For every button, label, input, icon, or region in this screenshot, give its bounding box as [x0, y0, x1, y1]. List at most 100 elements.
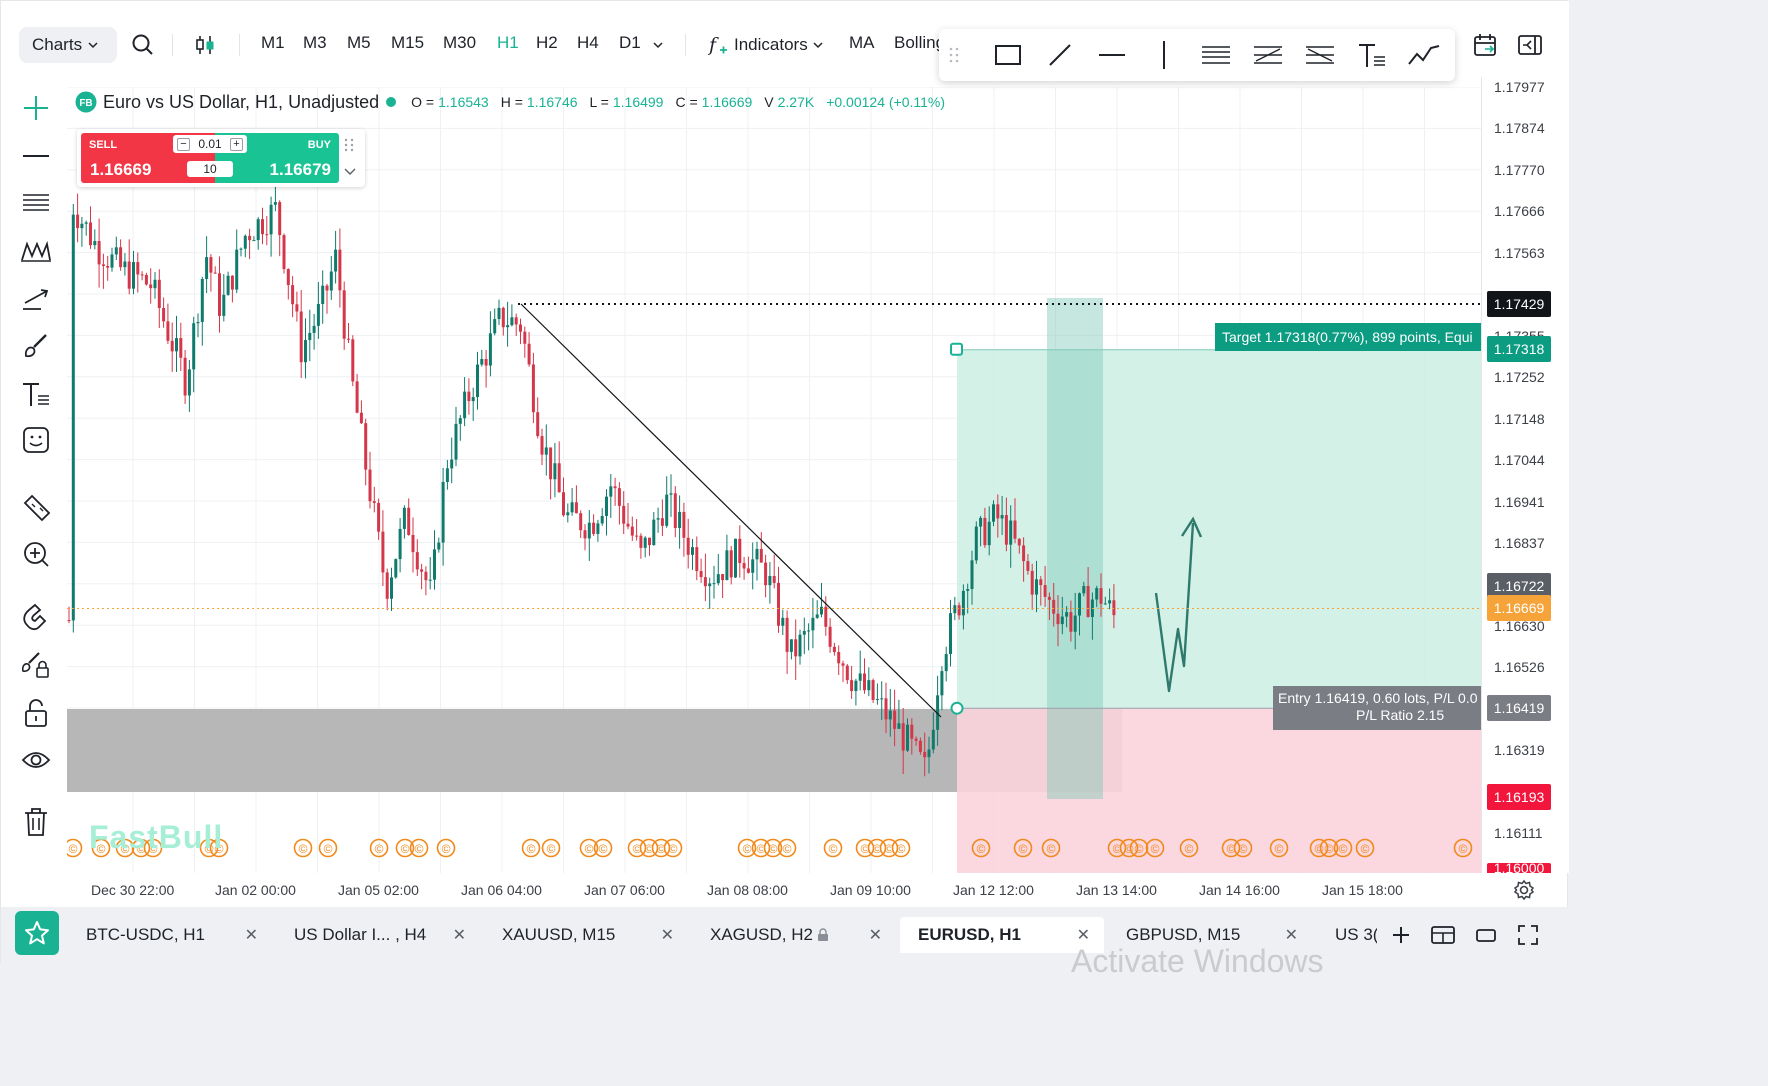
fullscreen-button[interactable] — [1516, 923, 1540, 947]
tab-eurusd[interactable]: EURUSD, H1 ✕ — [900, 917, 1104, 953]
buy-button[interactable]: BUY 1.16679 — [215, 133, 339, 183]
tab-xauusd[interactable]: XAUUSD, M15 ✕ — [484, 917, 688, 953]
watchlist-button[interactable] — [15, 911, 59, 955]
candle-body — [738, 538, 742, 564]
bottom-tab-bar: BTC-USDC, H1 ✕ US Dollar I... , H4 ✕ XAUUS… — [1, 907, 1569, 964]
fib-extension-tool-icon[interactable] — [1303, 39, 1337, 71]
candle-body — [880, 698, 884, 700]
tf-d1[interactable]: D1 — [619, 33, 641, 52]
rectangle-tool-icon[interactable] — [991, 39, 1025, 71]
tab-label: XAUUSD, M15 — [502, 925, 616, 944]
tf-m15[interactable]: M15 — [391, 33, 425, 52]
emoji-tool[interactable] — [17, 421, 55, 459]
tf-m5[interactable]: M5 — [347, 33, 371, 52]
more-timeframes-button[interactable] — [651, 29, 665, 61]
quantity-field[interactable]: 10 — [187, 161, 233, 177]
time-tick: Jan 09 10:00 — [830, 882, 911, 898]
layout-button[interactable] — [1431, 923, 1455, 947]
text-tool[interactable] — [17, 375, 55, 413]
target-zone — [957, 349, 1481, 709]
candle-body — [308, 332, 312, 341]
horizontal-line-tool-icon[interactable] — [1095, 39, 1129, 71]
lot-decrease-button[interactable]: − — [177, 137, 190, 151]
close-icon[interactable]: ✕ — [660, 927, 674, 944]
candle-body — [660, 518, 664, 526]
price-axis[interactable]: 1.17977 1.17874 1.17770 1.17666 1.17563 … — [1481, 77, 1569, 873]
tab-xagusd[interactable]: XAGUSD, H2 ✕ — [692, 917, 896, 953]
window-mode-button[interactable] — [1474, 923, 1498, 947]
parallel-channel-tool-icon[interactable] — [1199, 39, 1233, 71]
event-marker-icon — [541, 838, 561, 858]
candle-body — [901, 723, 905, 751]
event-marker-glyph: © — [401, 842, 410, 856]
search-button[interactable] — [131, 29, 155, 61]
charts-menu-button[interactable]: Charts — [19, 27, 117, 63]
indicators-button[interactable]: f Indicators — [707, 29, 825, 61]
bollinger-indicator-button[interactable]: Bolling — [894, 33, 946, 52]
projection-tool[interactable] — [17, 279, 55, 317]
drag-handle-icon[interactable] — [344, 137, 354, 158]
close-icon[interactable]: ✕ — [868, 927, 882, 944]
time-tick: Dec 30 22:00 — [91, 882, 175, 898]
target-label[interactable]: Target 1.17318(0.77%), 899 points, Equi — [1215, 323, 1481, 351]
tf-h1[interactable]: H1 — [497, 33, 519, 52]
text-tool-icon[interactable] — [1355, 39, 1389, 71]
event-marker-glyph: © — [885, 842, 894, 856]
candle-body — [510, 317, 514, 326]
candle-body — [656, 518, 660, 520]
chevron-down-icon[interactable] — [343, 165, 357, 183]
path-tool-icon[interactable] — [1407, 39, 1441, 71]
symbol-title[interactable]: Euro vs US Dollar, H1, Unadjusted — [103, 91, 380, 112]
visibility-tool[interactable] — [17, 741, 55, 779]
tf-m3[interactable]: M3 — [303, 33, 327, 52]
tab-gbpusd[interactable]: GBPUSD, M15 ✕ — [1108, 917, 1312, 953]
candle-body — [906, 724, 909, 751]
collapse-panel-button[interactable] — [1517, 29, 1543, 61]
close-icon[interactable]: ✕ — [452, 927, 466, 944]
pattern-tool[interactable] — [17, 232, 55, 270]
chart-type-button[interactable] — [193, 29, 217, 61]
ma-indicator-button[interactable]: MA — [849, 33, 875, 52]
candle-body — [132, 262, 135, 289]
tf-m30[interactable]: M30 — [443, 33, 477, 52]
time-axis[interactable]: Dec 30 22:00 Jan 02 00:00 Jan 05 02:00 J… — [67, 873, 1481, 907]
candle-body — [123, 261, 127, 268]
tf-h2[interactable]: H2 — [536, 33, 558, 52]
crosshair-tool[interactable] — [17, 89, 55, 127]
price-chart[interactable]: © © © © © © © © © © © © © © © © © © © © © © © © © © © © © © © © © © © © © © © ©… — [1, 1, 1481, 907]
tab-btc-usdc[interactable]: BTC-USDC, H1 ✕ — [68, 917, 272, 953]
close-icon[interactable]: ✕ — [1076, 927, 1090, 944]
zoom-in-tool[interactable] — [17, 535, 55, 573]
fib-retracement-tool-icon[interactable] — [1251, 39, 1285, 71]
chart-settings-button[interactable] — [1513, 879, 1535, 901]
candle-body — [648, 537, 651, 546]
close-icon[interactable]: ✕ — [1284, 927, 1298, 944]
trend-line-tool-icon[interactable] — [1043, 39, 1077, 71]
magnet-tool[interactable] — [17, 599, 55, 637]
tab-us-dollar-index[interactable]: US Dollar I... , H4 ✕ — [276, 917, 480, 953]
drag-handle-icon[interactable] — [947, 39, 961, 71]
tab-us30[interactable]: US 3( — [1317, 917, 1377, 953]
event-marker-glyph: © — [215, 842, 224, 856]
lot-increase-button[interactable]: + — [229, 137, 243, 151]
lot-size-stepper[interactable]: − 0.01 + — [173, 135, 247, 153]
brush-tool[interactable] — [17, 327, 55, 365]
close-icon[interactable]: ✕ — [244, 927, 258, 944]
candle-body — [428, 579, 432, 581]
drawing-mode-tool[interactable] — [17, 646, 55, 684]
ruler-tool[interactable] — [17, 489, 55, 527]
channel-tool[interactable] — [17, 184, 55, 222]
tf-h4[interactable]: H4 — [577, 33, 599, 52]
tf-m1[interactable]: M1 — [261, 33, 285, 52]
calendar-replay-button[interactable] — [1473, 29, 1499, 61]
add-tab-button[interactable] — [1389, 923, 1413, 947]
candle-body — [652, 519, 656, 546]
delete-drawings-tool[interactable] — [17, 803, 55, 841]
entry-label[interactable]: Entry 1.16419, 0.60 lots, P/L 0.0 P/L Ra… — [1273, 686, 1481, 730]
price-tick: 1.17770 — [1494, 162, 1545, 178]
candle-body — [278, 202, 282, 236]
line-tool[interactable] — [17, 137, 55, 175]
candle-body — [282, 235, 286, 270]
vertical-line-tool-icon[interactable] — [1147, 39, 1181, 71]
lock-drawings-tool[interactable] — [17, 694, 55, 732]
